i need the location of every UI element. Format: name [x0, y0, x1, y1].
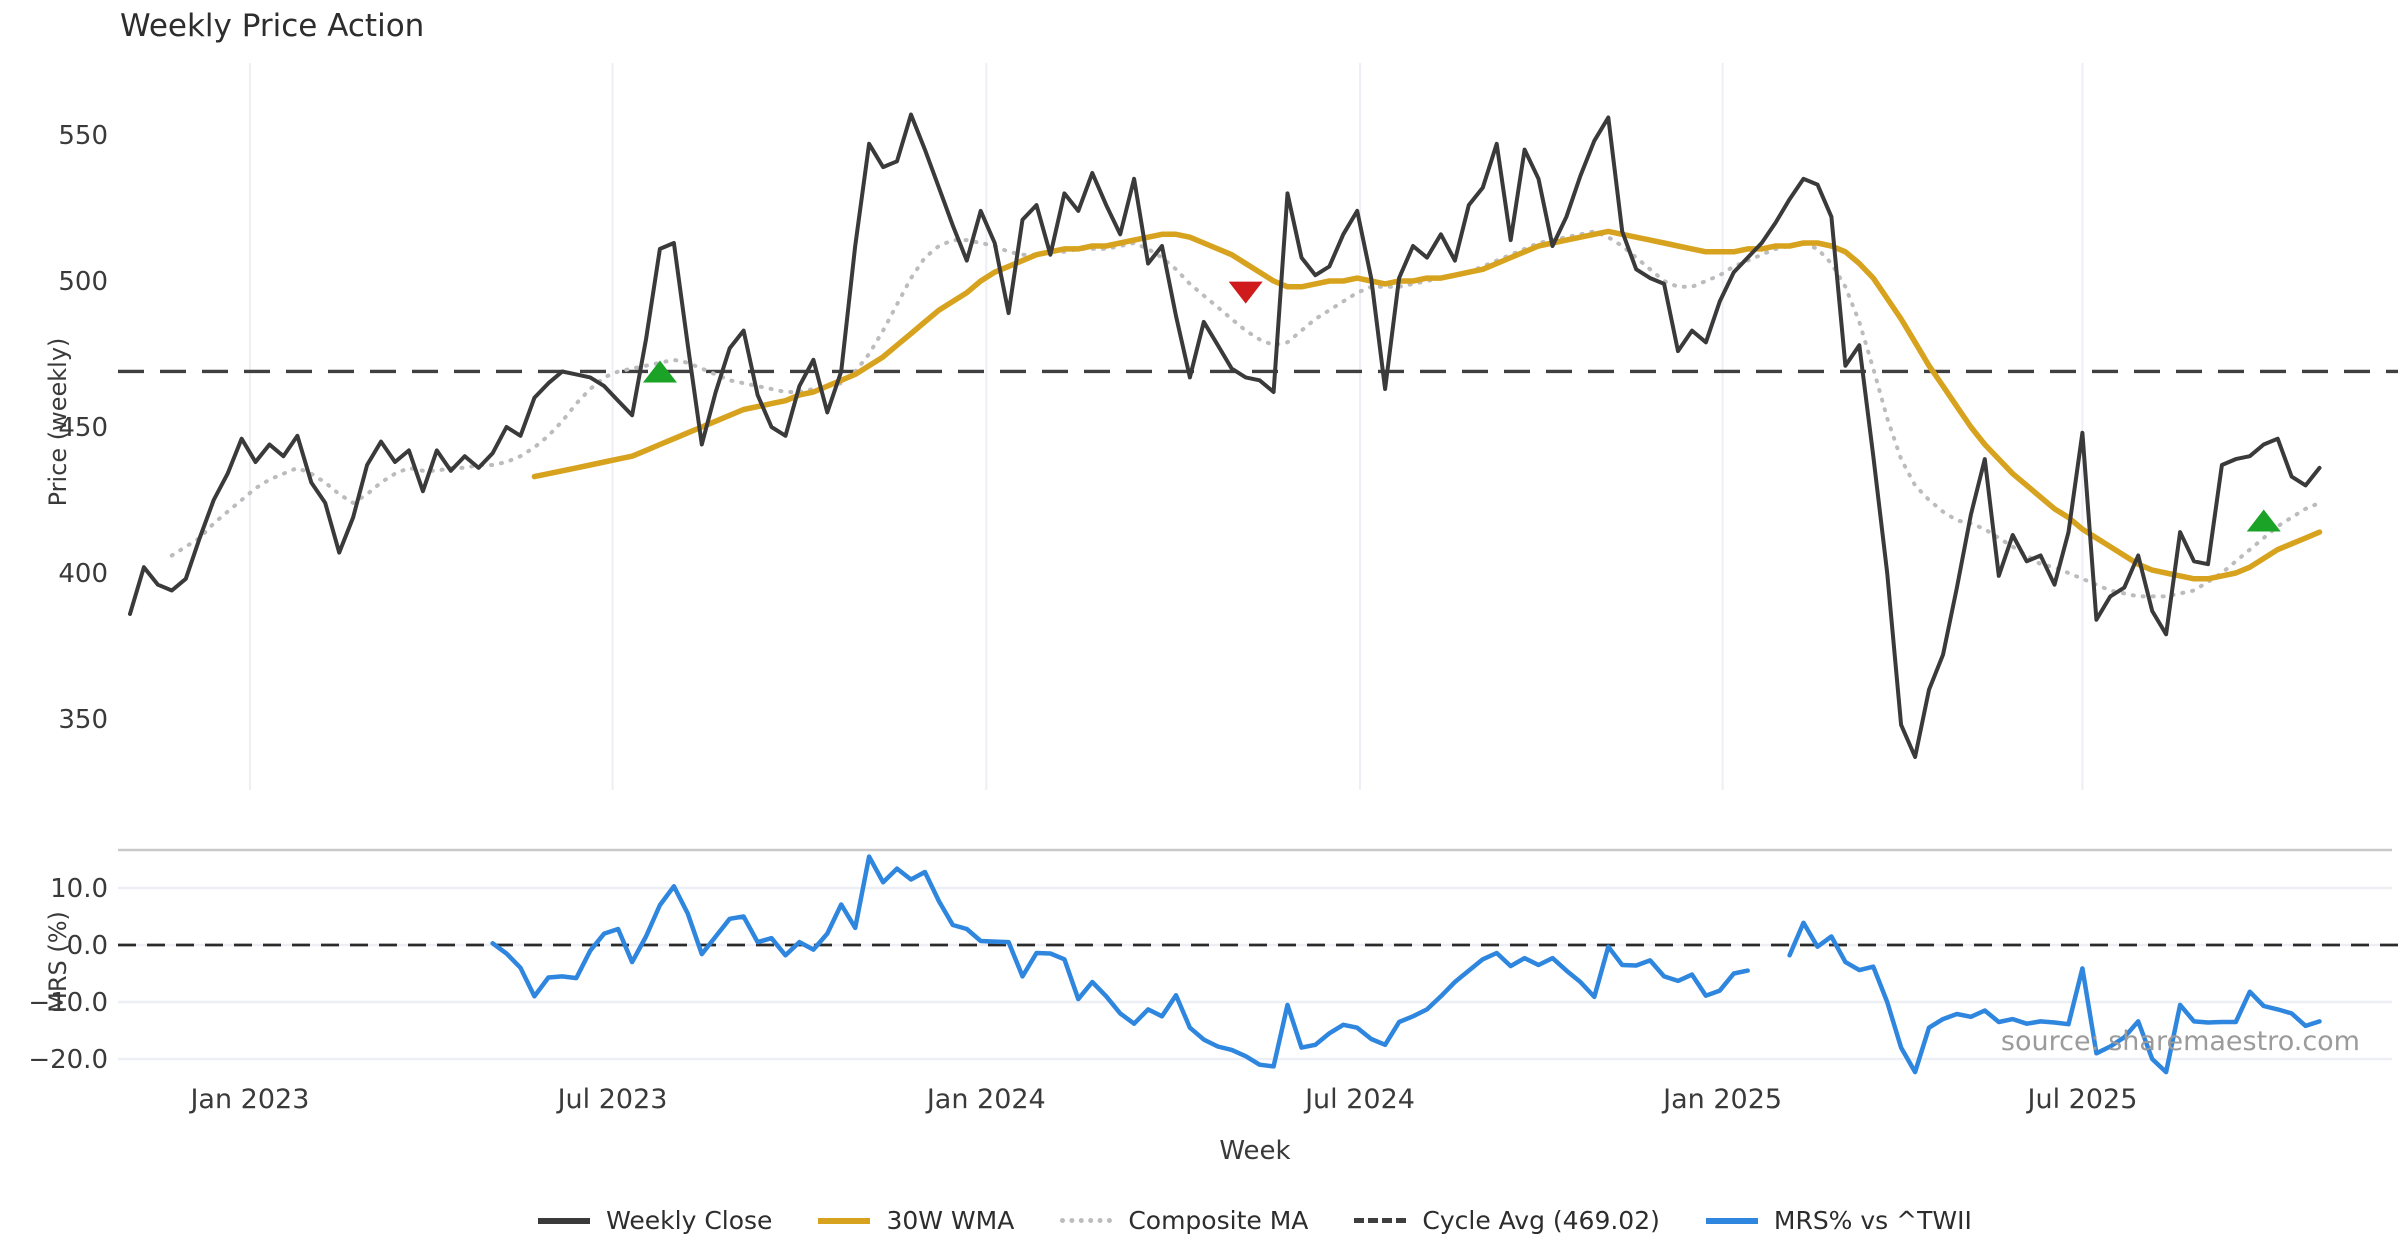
mrs-tick-label: −10.0 — [28, 988, 108, 1018]
legend-label: Composite MA — [1128, 1206, 1309, 1235]
price-tick-label: 350 — [58, 705, 108, 735]
source-note: source: sharemaestro.com — [2000, 1026, 2360, 1057]
price-tick-label: 550 — [58, 121, 108, 151]
x-tick-label: Jul 2023 — [556, 1084, 668, 1115]
series-composite-ma — [169, 229, 2322, 599]
mrs-tick-label: 10.0 — [50, 874, 108, 904]
legend-swatch — [818, 1217, 871, 1224]
mrs-tick-label: −20.0 — [28, 1045, 108, 1075]
x-tick-label: Jul 2025 — [2026, 1084, 2138, 1115]
price-tick-label: 450 — [58, 413, 108, 443]
legend-item-cycle-avg-469-02-: Cycle Avg (469.02) — [1354, 1206, 1660, 1235]
buy-signal-marker — [642, 360, 677, 383]
x-tick-label: Jan 2025 — [1661, 1084, 1782, 1115]
legend-label: Weekly Close — [606, 1206, 773, 1235]
legend-swatch — [1060, 1218, 1113, 1223]
price-tick-label: 400 — [58, 559, 108, 589]
mrs-axis-label: MRS (%) — [44, 911, 72, 1013]
legend-item-composite-ma: Composite MA — [1060, 1206, 1308, 1235]
legend-item-30w-wma: 30W WMA — [818, 1206, 1014, 1235]
legend-item-mrs-vs-twii: MRS% vs ^TWII — [1705, 1206, 1972, 1235]
x-tick-label: Jan 2024 — [925, 1084, 1046, 1115]
series-weekly-close — [128, 112, 2322, 759]
legend-item-weekly-close: Weekly Close — [538, 1206, 772, 1235]
sell-signal-marker — [1228, 281, 1263, 304]
x-tick-label: Jul 2024 — [1303, 1084, 1415, 1115]
page-title: Weekly Price Action — [120, 8, 425, 44]
legend: Weekly Close 30W WMA Composite MA Cycle Avg… — [0, 1206, 2400, 1235]
x-axis-label: Week — [1219, 1136, 1291, 1166]
mrs-tick-label: 0.0 — [67, 931, 108, 961]
price-axis-label: Price (weekly) — [44, 337, 72, 507]
legend-label: MRS% vs ^TWII — [1773, 1206, 1972, 1235]
series-mrs-vs-twii — [490, 854, 2322, 1075]
legend-swatch — [538, 1217, 591, 1224]
legend-swatch — [1354, 1218, 1407, 1223]
legend-swatch — [1705, 1217, 1758, 1224]
legend-label: Cycle Avg (469.02) — [1422, 1206, 1660, 1235]
legend-label: 30W WMA — [886, 1206, 1015, 1235]
price-tick-label: 500 — [58, 267, 108, 297]
series-30w-wma — [531, 228, 2323, 582]
buy-signal-marker — [2246, 509, 2281, 532]
x-tick-label: Jan 2023 — [188, 1084, 309, 1115]
